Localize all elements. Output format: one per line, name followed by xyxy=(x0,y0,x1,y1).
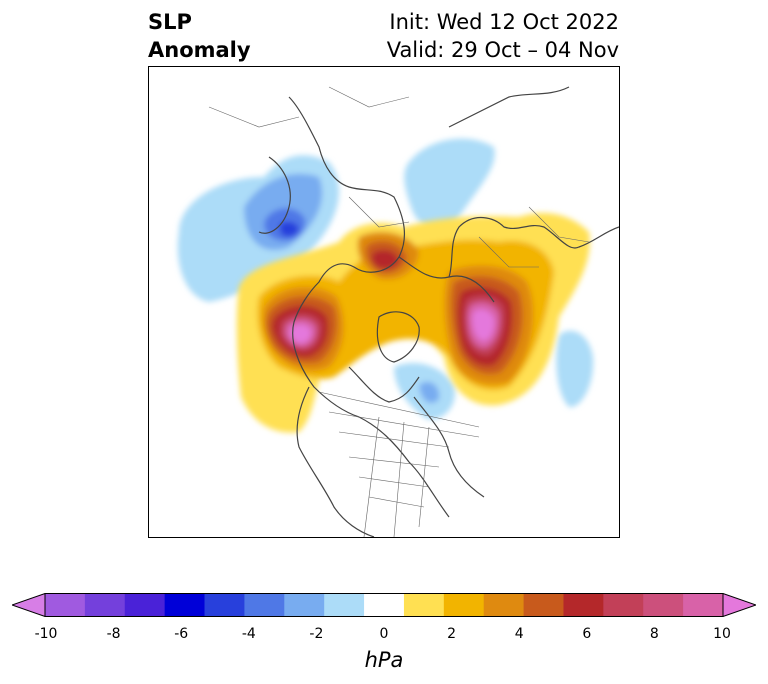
colorbar-bin xyxy=(244,593,285,617)
colorbar-bin xyxy=(683,593,724,617)
colorbar xyxy=(12,593,756,617)
anomaly-map xyxy=(177,86,619,537)
colorbar-bin xyxy=(603,593,644,617)
colorbar-extend-low xyxy=(12,593,46,617)
positive-anomalies xyxy=(236,212,590,433)
political-borders xyxy=(208,86,590,537)
colorbar-tick-label: 0 xyxy=(379,626,389,642)
colorbar-bin xyxy=(643,593,684,617)
colorbar-bin xyxy=(563,593,604,617)
negative-anomalies xyxy=(177,138,594,420)
colorbar-tick-label: 4 xyxy=(514,626,524,642)
title-variable-subtitle: Anomaly xyxy=(148,38,251,62)
colorbar-bin xyxy=(403,593,445,617)
colorbar-tick-label: 10 xyxy=(713,626,731,642)
colorbar-bin xyxy=(204,593,245,617)
colorbar-tick-label: 2 xyxy=(447,626,457,642)
colorbar-bin xyxy=(284,593,325,617)
colorbar-tick-label: -6 xyxy=(174,626,189,642)
colorbar-tick-label: 8 xyxy=(649,626,659,642)
colorbar-bin xyxy=(45,593,86,617)
chart-dates: Init: Wed 12 Oct 2022 Valid: 29 Oct – 04… xyxy=(387,8,619,64)
colorbar-bin xyxy=(364,593,405,617)
colorbar-bin xyxy=(84,593,126,617)
chart-title: SLP Anomaly xyxy=(148,8,251,64)
colorbar-tick-label: -10 xyxy=(34,626,58,642)
colorbar-tick-label: -4 xyxy=(241,626,256,642)
colorbar-bin xyxy=(124,593,166,617)
title-variable: SLP xyxy=(148,10,192,34)
colorbar-bin xyxy=(523,593,564,617)
colorbar-bin xyxy=(443,593,485,617)
coastlines xyxy=(258,86,619,537)
colorbar-bin xyxy=(324,593,365,617)
colorbar-extend-high xyxy=(722,593,756,617)
colorbar-bin xyxy=(483,593,524,617)
init-date: Init: Wed 12 Oct 2022 xyxy=(389,10,619,34)
valid-date: Valid: 29 Oct – 04 Nov xyxy=(386,38,619,62)
map-panel xyxy=(148,66,620,538)
colorbar-bin xyxy=(164,593,205,617)
colorbar-tick-label: -8 xyxy=(106,626,121,642)
colorbar-segments xyxy=(45,593,724,617)
colorbar-tick-label: 6 xyxy=(582,626,592,642)
colorbar-tick-label: -2 xyxy=(309,626,324,642)
colorbar-unit-label: hPa xyxy=(364,648,404,672)
